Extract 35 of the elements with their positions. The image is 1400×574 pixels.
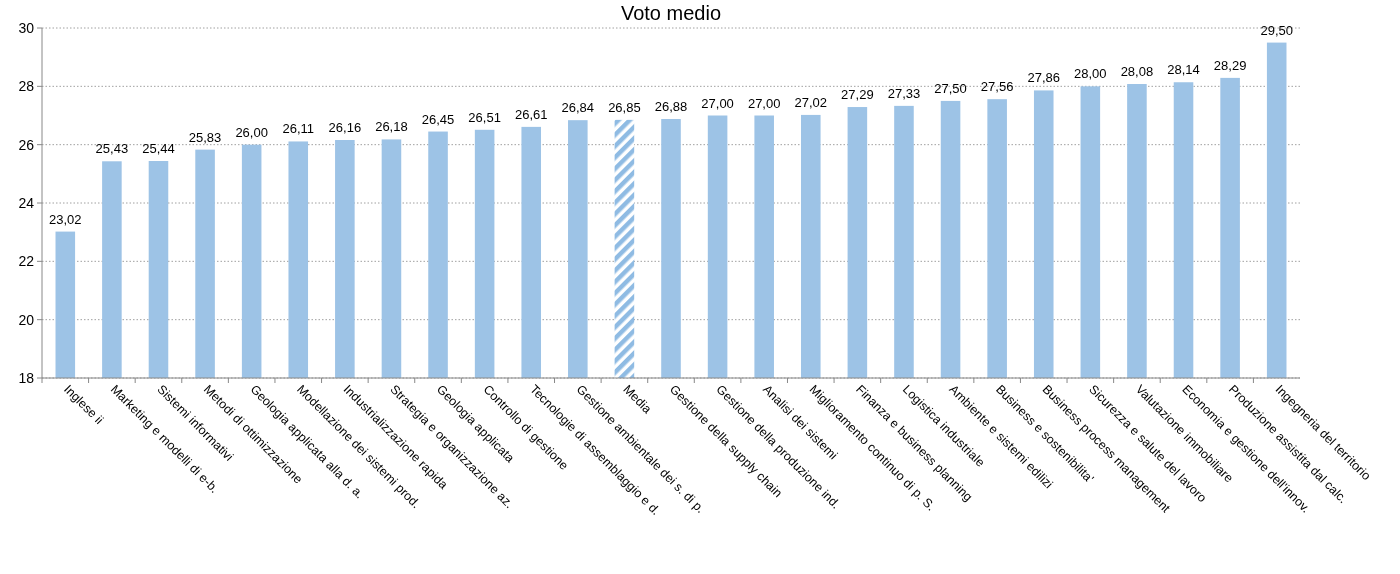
data-label: 27,86	[1027, 70, 1061, 86]
data-label: 26,18	[375, 119, 408, 135]
data-label: 27,50	[934, 80, 967, 96]
y-tick-label: 20	[18, 311, 35, 328]
data-label: 23,02	[49, 211, 82, 227]
data-label: 27,00	[701, 95, 734, 111]
data-label: 27,02	[794, 94, 828, 110]
data-label: 26,16	[328, 120, 362, 135]
data-label: 25,83	[188, 129, 222, 145]
y-tick-label: 24	[18, 194, 35, 211]
chart-title: Voto medio	[620, 2, 722, 24]
data-label: 28,14	[1167, 62, 1200, 78]
data-label: 27,56	[980, 79, 1014, 95]
y-tick-label: 30	[18, 19, 35, 36]
data-label: 26,84	[561, 100, 595, 116]
data-label: 26,11	[282, 121, 315, 137]
data-label: 26,61	[514, 106, 548, 122]
data-label: 29,50	[1260, 22, 1293, 38]
y-tick-label: 26	[18, 136, 35, 153]
data-label: 25,44	[142, 141, 175, 156]
data-label: 26,45	[421, 111, 455, 127]
data-label: 26,85	[608, 99, 641, 115]
data-label: 27,29	[841, 87, 874, 103]
data-label: 26,00	[235, 124, 268, 140]
y-tick-label: 18	[18, 369, 35, 386]
data-label: 26,51	[468, 109, 501, 125]
data-label: 27,00	[747, 95, 781, 111]
y-tick-label: 28	[18, 78, 35, 95]
data-label: 28,00	[1074, 66, 1107, 82]
data-label: 28,29	[1213, 57, 1247, 73]
data-label: 25,43	[95, 141, 129, 157]
y-tick-label: 22	[18, 253, 35, 270]
data-label: 26,88	[654, 99, 688, 114]
data-label: 28,08	[1120, 64, 1154, 79]
data-label: 27,33	[887, 85, 921, 101]
